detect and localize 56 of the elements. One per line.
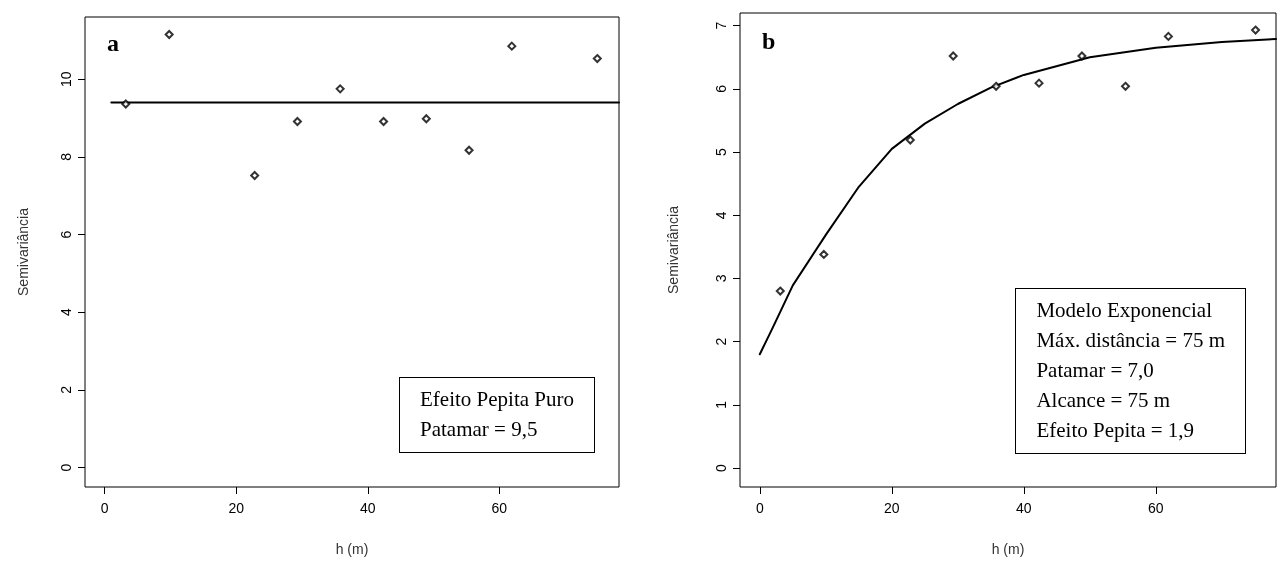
point — [507, 41, 517, 51]
x-tick-label: 0 — [100, 500, 109, 516]
y-tick-label: 4 — [713, 211, 729, 220]
x-tick-label: 40 — [1016, 500, 1032, 516]
annotation: Alcance = 75 m — [1036, 387, 1172, 414]
y-tick-label: 0 — [713, 463, 729, 472]
y-tick-label: 8 — [58, 152, 74, 161]
x-tick-label: 20 — [884, 500, 900, 516]
y-tick-label: 4 — [58, 308, 74, 317]
point — [121, 99, 131, 109]
point — [1034, 78, 1044, 88]
point — [592, 54, 602, 64]
y-tick-label: 7 — [713, 21, 729, 30]
y-tick-label: 0 — [58, 463, 74, 472]
annotation: Efeito Pepita Puro — [420, 386, 574, 413]
y-axis-title: Semivariância — [15, 207, 31, 296]
annotation: Efeito Pepita = 1,9 — [1036, 417, 1196, 444]
x-axis-title: h (m) — [335, 541, 369, 557]
y-tick-label: 2 — [58, 385, 74, 394]
x-axis-title: h (m) — [991, 541, 1025, 557]
y-axis-title: Semivariância — [665, 205, 681, 294]
y-tick-label: 6 — [58, 230, 74, 239]
point — [421, 114, 431, 124]
y-tick-label: 6 — [713, 84, 729, 93]
point — [1121, 81, 1130, 91]
x-tick-label: 0 — [755, 500, 764, 516]
point — [948, 51, 958, 61]
annotation: b — [762, 28, 776, 55]
point — [164, 29, 174, 39]
y-tick-label: 3 — [713, 274, 729, 283]
annotation: Modelo Exponencial — [1036, 297, 1213, 324]
point — [775, 286, 785, 296]
point — [819, 249, 829, 259]
point — [1251, 25, 1261, 35]
x-tick-label: 60 — [1148, 500, 1164, 516]
annotation: Patamar = 7,0 — [1036, 357, 1155, 384]
annotation: a — [107, 30, 119, 57]
x-tick-label: 40 — [359, 500, 376, 516]
y-tick-label: 2 — [713, 337, 729, 346]
point — [991, 81, 1001, 91]
y-tick-label: 10 — [58, 71, 74, 87]
point — [1163, 31, 1173, 41]
point — [464, 145, 474, 155]
point — [1077, 51, 1087, 61]
annotation: Máx. distância = 75 m — [1036, 327, 1225, 354]
point — [905, 135, 915, 145]
text-box: Efeito Pepita Puro Patamar = 9,5 — [399, 377, 595, 453]
point — [250, 170, 260, 180]
point — [335, 84, 345, 94]
y-tick-label: 5 — [713, 147, 729, 156]
point — [379, 116, 389, 126]
annotation: Patamar = 9,5 — [420, 416, 539, 443]
point — [292, 116, 302, 126]
x-tick-label: 60 — [491, 500, 508, 516]
y-tick-label: 1 — [713, 400, 729, 409]
x-tick-label: 20 — [228, 500, 245, 516]
